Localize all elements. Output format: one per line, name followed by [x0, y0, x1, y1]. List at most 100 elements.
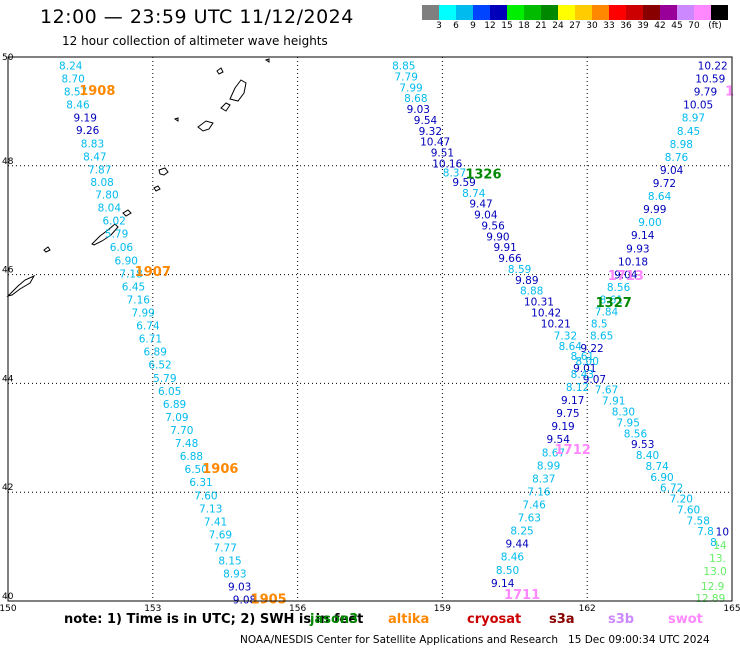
legend-swatch — [694, 5, 711, 20]
wave-height-label: 9.72 — [653, 178, 676, 190]
wave-height-label: 8.97 — [682, 113, 705, 125]
wave-height-label: 8.46 — [66, 100, 90, 112]
wave-height-label: 7.16 — [127, 294, 151, 306]
wave-height-label: 8.12 — [566, 382, 589, 394]
wave-height-label: 7.99 — [131, 307, 154, 319]
wave-height-label: 6.74 — [136, 321, 160, 333]
satellite-name: cryosat — [467, 612, 522, 627]
wave-height-label: 9.89 — [515, 275, 538, 287]
track-1327-1713: 10.2210.599.7910.058.978.458.988.769.049… — [491, 61, 728, 590]
wave-height-label: 8.08 — [90, 177, 113, 189]
legend-tick: 21 — [535, 21, 547, 31]
wave-height-label: 8.56 — [624, 428, 648, 440]
x-tick-label: 159 — [434, 604, 451, 612]
wave-height-label: 10 — [716, 527, 729, 539]
legend-tick: 30 — [586, 21, 598, 31]
legend-swatch — [473, 5, 490, 20]
island-paramushir — [229, 79, 247, 102]
wave-height-label: 7.70 — [170, 425, 193, 437]
pass-number-label: 1711 — [504, 588, 540, 603]
wave-height-label: 7.32 — [554, 330, 577, 342]
legend-tick: 33 — [603, 21, 615, 31]
wave-height-label: 7.69 — [209, 529, 232, 541]
legend-swatch — [558, 5, 575, 20]
legend-tick: 12 — [484, 21, 496, 31]
wave-height-label: 12.89 — [695, 593, 725, 605]
legend-tick: 24 — [552, 21, 564, 31]
wave-height-label: 10.05 — [683, 100, 713, 112]
wave-height-label: 8.40 — [636, 450, 659, 462]
wave-height-label: 8.74 — [645, 461, 669, 473]
wave-height-label: 6.06 — [110, 242, 134, 254]
wave-height-label: 6.50 — [185, 464, 208, 476]
legend-tick: (ft) — [708, 21, 722, 31]
wave-height-label: 12.9 — [701, 581, 724, 593]
wave-height-label: 10.21 — [541, 318, 571, 330]
island-iturup — [91, 223, 119, 246]
wave-height-label: 8.98 — [670, 139, 693, 151]
x-tick-label: 165 — [723, 604, 740, 612]
legend-swatch — [643, 5, 660, 20]
pass-number-label: 1326 — [465, 167, 501, 182]
wave-height-label: 8. — [710, 537, 720, 549]
legend-swatch — [592, 5, 609, 20]
x-tick-label: 153 — [144, 604, 161, 612]
wave-height-label: 7.95 — [617, 417, 640, 429]
wave-height-label: 9.17 — [561, 395, 584, 407]
pass-number-label: 1906 — [202, 462, 238, 477]
legend-tick: 18 — [518, 21, 530, 31]
wave-height-label: 8.68 — [404, 93, 427, 105]
wave-height-label: 9.51 — [431, 148, 454, 160]
wave-height-label: 6.72 — [660, 483, 683, 495]
pass-number-label: 1908 — [79, 84, 115, 99]
wave-height-label: 9.03 — [228, 582, 251, 594]
wave-height-label: 9.07 — [583, 374, 606, 386]
wave-height-label: 9.59 — [452, 177, 475, 189]
wave-height-label: 9.14 — [631, 230, 655, 242]
satellite-name: s3a — [549, 612, 575, 627]
wave-height-label: 8.59 — [508, 264, 531, 276]
pass-number-label: 1713 — [608, 269, 644, 284]
wave-height-label: 8.57 — [64, 87, 87, 99]
wave-height-label: 7.46 — [522, 500, 546, 512]
island-dot-b — [264, 58, 270, 63]
wave-height-label: 10.42 — [531, 307, 561, 319]
wave-height-label: 8.45 — [677, 126, 700, 138]
legend-swatch — [507, 5, 524, 20]
wave-height-label: 10.59 — [695, 74, 725, 86]
legend-swatch — [711, 5, 728, 20]
wave-height-label: 8.00 — [576, 356, 599, 368]
wave-height-label: 7.67 — [595, 385, 618, 397]
island-onekotan — [220, 102, 231, 112]
wave-height-label: 6.31 — [189, 477, 212, 489]
legend-tick-labels: 3 6 9 12 15 18 21 24 27 30 33 36 39 42 45 70 (ft) — [422, 20, 728, 34]
wave-height-label: 10.31 — [524, 297, 554, 309]
island-shiashkotan — [197, 120, 214, 132]
wave-height-label: 7.80 — [95, 189, 118, 201]
wave-height-label: 6.88 — [180, 451, 203, 463]
legend-tick: 39 — [637, 21, 649, 31]
wave-height-label: 9.54 — [414, 115, 438, 127]
wave-height-label: 8.50 — [496, 565, 519, 577]
legend-swatch — [609, 5, 626, 20]
legend-tick: 27 — [569, 21, 581, 31]
wave-height-label: 7.48 — [175, 438, 198, 450]
wave-height-label: 8.25 — [510, 526, 533, 538]
wave-height-label: 9.54 — [547, 434, 571, 446]
pass-number-label: 1712 — [555, 443, 591, 458]
map-border — [7, 56, 733, 602]
wave-height-label: 8.88 — [520, 286, 543, 298]
wave-height-label: 9.90 — [486, 231, 509, 243]
x-tick-label: 162 — [579, 604, 596, 612]
map-title: 12:00 — 23:59 UTC 11/12/2024 — [40, 6, 354, 28]
coastline — [6, 58, 270, 297]
x-tick-label: 156 — [289, 604, 306, 612]
wave-height-label: 8.15 — [218, 556, 241, 568]
wave-height-label: 8.67 — [542, 447, 565, 459]
wave-height-label: 8.37 — [532, 473, 555, 485]
legend-tick: 3 — [436, 21, 442, 31]
wave-height-label: 7.63 — [518, 513, 541, 525]
legend-tick: 9 — [470, 21, 476, 31]
wave-height-label: 6.89 — [144, 347, 167, 359]
wave-height-label: 10.22 — [698, 61, 728, 73]
